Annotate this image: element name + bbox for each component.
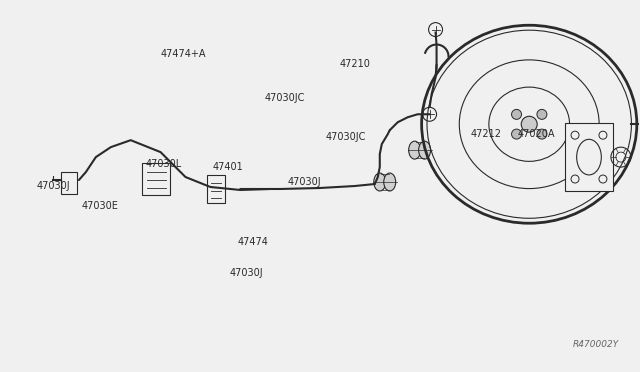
Bar [141,163,170,195]
Text: 47030J: 47030J [287,177,321,187]
Text: 47030L: 47030L [146,159,182,169]
Ellipse shape [419,141,431,159]
Text: 47212: 47212 [470,129,501,139]
Text: 47030J: 47030J [230,268,264,278]
Text: 47401: 47401 [212,162,243,172]
Circle shape [521,116,537,132]
Text: R470002Y: R470002Y [573,340,619,349]
Ellipse shape [409,141,420,159]
Circle shape [537,129,547,139]
Text: 47030JC: 47030JC [265,93,305,103]
Text: 47030E: 47030E [81,201,118,211]
Text: 47474: 47474 [237,237,269,247]
Ellipse shape [374,173,386,191]
FancyBboxPatch shape [564,123,613,192]
Circle shape [511,109,522,119]
Bar [207,175,225,203]
Ellipse shape [384,173,396,191]
Text: 47020A: 47020A [518,129,556,139]
Circle shape [511,129,522,139]
Text: 47030JC: 47030JC [325,132,365,142]
Text: 47474+A: 47474+A [160,49,205,60]
Text: 47030J: 47030J [36,181,70,191]
Circle shape [537,109,547,119]
Bar [61,172,77,194]
Text: 47210: 47210 [340,59,371,69]
